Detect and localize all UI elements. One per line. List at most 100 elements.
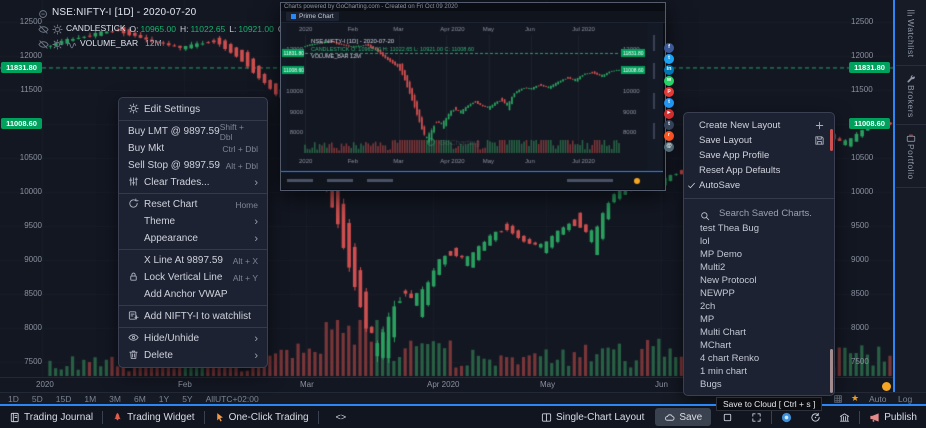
saved-chart-item[interactable]: MP Demo [700,249,743,260]
trading-widget-button[interactable]: Trading Widget [103,406,203,428]
notification-dot[interactable] [882,382,891,391]
layout-menu-save-app-profile[interactable]: Save App Profile [684,148,834,163]
preview-tab-bar: Prime Chart [281,11,665,23]
saved-chart-item[interactable]: 2ch [700,301,716,312]
menu-item-buy-lmt-9897-59[interactable]: Buy LMT @ 9897.59 Shift + Dbl [119,121,267,142]
grid-settings-icon[interactable] [833,394,843,404]
timeframe-15d[interactable]: 15D [55,394,72,404]
menu-item-add-anchor-vwap[interactable]: Add Anchor VWAP [119,286,267,303]
eye-off-icon[interactable] [38,22,49,34]
layout-menu-autosave[interactable]: AutoSave [684,178,834,193]
date-tick: Mar [300,380,314,389]
timeframe-3m[interactable]: 3M [109,394,121,404]
saved-chart-item[interactable]: lol [700,236,710,247]
sidebar-tab-watchlist[interactable]: Watchlist [896,0,926,66]
pointer-icon [214,412,225,423]
layout-menu-reset-app-defaults[interactable]: Reset App Defaults [684,163,834,178]
toolbar-button-label: Trading Journal [24,411,94,423]
toolbar-divider [859,410,861,424]
saved-chart-item[interactable]: MChart [700,340,732,351]
symbol-search-icon[interactable] [38,7,49,18]
bank-button[interactable] [830,406,859,428]
scrollbar-thumb[interactable] [830,349,833,393]
save-button[interactable]: Save [655,408,712,426]
timeframe-5y[interactable]: 5Y [182,394,193,404]
auto-scale-toggle[interactable]: Auto [869,394,887,404]
saved-charts-search[interactable] [684,204,834,222]
square-button[interactable] [713,406,742,428]
layout-menu-create-new-layout[interactable]: Create New Layout [684,118,834,133]
expand-icon [751,412,762,423]
share-twitter-icon[interactable]: t [664,54,674,64]
menu-item-add-nifty-i-to-watchlist[interactable]: Add NIFTY-I to watchlist [119,308,267,325]
timezone-label[interactable]: UTC+02:00 [215,394,259,404]
menu-item-label: X Line At 9897.59 [144,255,223,266]
megaphone-icon [869,412,880,423]
share-linkedin-icon[interactable]: in [664,65,674,75]
price-tick: 12000 [851,51,874,60]
one-click-trading-button[interactable]: One-Click Trading [205,406,318,428]
date-tick: Feb [178,380,192,389]
saved-chart-item[interactable]: New Protocol [700,275,757,286]
sync-button[interactable] [801,406,830,428]
gear-icon[interactable] [52,22,63,35]
saved-chart-item[interactable]: Multi Chart [700,327,746,338]
menu-item-reset-chart[interactable]: Reset Chart Home [119,196,267,213]
wave-icon [66,37,77,49]
saved-chart-item[interactable]: Multi2 [700,262,726,273]
single-chart-layout-button[interactable]: Single-Chart Layout [532,406,653,428]
sidebar-tab-portfolio[interactable]: Portfolio [896,125,926,189]
saved-chart-item[interactable]: MP [700,314,715,325]
timeframe-all[interactable]: All [205,394,216,404]
sidebar-tab-brokers[interactable]: Brokers [896,66,926,126]
timeframe-1y[interactable]: 1Y [158,394,170,404]
menu-item-x-line-at-9897-59[interactable]: X Line At 9897.59 Alt + X [119,252,267,269]
shortcut-label: Ctrl + Dbl [222,143,258,154]
menu-item-delete[interactable]: Delete › [119,347,267,364]
menu-item-buy-mkt[interactable]: Buy Mkt Ctrl + Dbl [119,140,267,157]
share-youtube-icon[interactable]: ► [664,109,674,119]
saved-chart-item[interactable]: test Thea Bug [700,223,759,234]
menu-item-sell-stop-9897-59[interactable]: Sell Stop @ 9897.59 Alt + Dbl [119,157,267,174]
saved-chart-item[interactable]: Bugs [700,379,722,390]
favorite-star-icon[interactable]: ★ [851,393,860,403]
search-saved-charts-input[interactable] [717,206,831,220]
timeframe-5d[interactable]: 5D [31,394,43,404]
menu-item-clear-trades[interactable]: Clear Trades... › [119,174,267,191]
layout-menu-save-layout[interactable]: Save Layout [684,133,834,148]
timeframe-1d[interactable]: 1D [8,394,19,404]
menu-item-edit-settings[interactable]: Edit Settings [119,101,267,118]
date-axis[interactable]: 2020 Feb Mar Apr 2020 May Jun [0,380,893,392]
log-scale-toggle[interactable]: Log [898,394,913,404]
menu-item-lock-vertical-line[interactable]: Lock Vertical Line Alt + Y [119,269,267,286]
share-facebook-icon[interactable]: f [664,43,674,53]
timeframe-1m[interactable]: 1M [84,394,97,404]
camera-button[interactable] [772,406,801,428]
share-tumblr-icon[interactable]: t [664,120,674,130]
saved-chart-item[interactable]: 4 chart Renko [700,353,760,364]
gear-icon[interactable] [52,37,63,50]
shortcut-label: Alt + X [232,255,258,266]
menu-item-theme[interactable]: Theme › [119,213,267,230]
saved-chart-item[interactable]: 1 min chart [700,366,747,377]
share-reddit-icon[interactable]: r [664,131,674,141]
share-email-icon[interactable]: @ [664,142,674,152]
publish-button[interactable]: Publish [860,406,926,428]
trading-journal-button[interactable]: Trading Journal [0,406,102,428]
eye-off-icon[interactable] [38,37,49,49]
menu-item-appearance[interactable]: Appearance › [119,230,267,247]
layout-menu-label: AutoSave [699,180,741,191]
share-pinterest-icon[interactable]: p [664,87,674,97]
expand-button[interactable] [742,406,771,428]
scrollbar-thumb[interactable] [830,129,833,151]
square-icon [722,412,733,423]
share-telegram-icon[interactable]: t [664,98,674,108]
timeframe-6m[interactable]: 6M [133,394,146,404]
menu-item-hide-unhide[interactable]: Hide/Unhide › [119,330,267,347]
share-whatsapp-icon[interactable]: w [664,76,674,86]
shortcut-label: Shift + Dbl [219,121,245,142]
price-badge: 11008.60 [849,117,890,129]
saved-chart-item[interactable]: NEWPP [700,288,735,299]
code-button[interactable]: <> [319,406,364,428]
menu-item-label: Edit Settings [144,104,201,115]
